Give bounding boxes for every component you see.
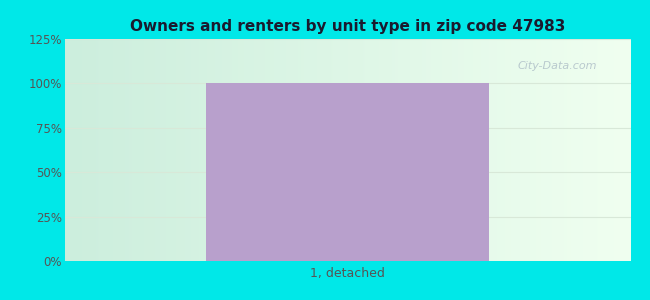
Text: City-Data.com: City-Data.com [517, 61, 597, 70]
Bar [206, 83, 489, 261]
Title: Owners and renters by unit type in zip code 47983: Owners and renters by unit type in zip c… [130, 19, 566, 34]
